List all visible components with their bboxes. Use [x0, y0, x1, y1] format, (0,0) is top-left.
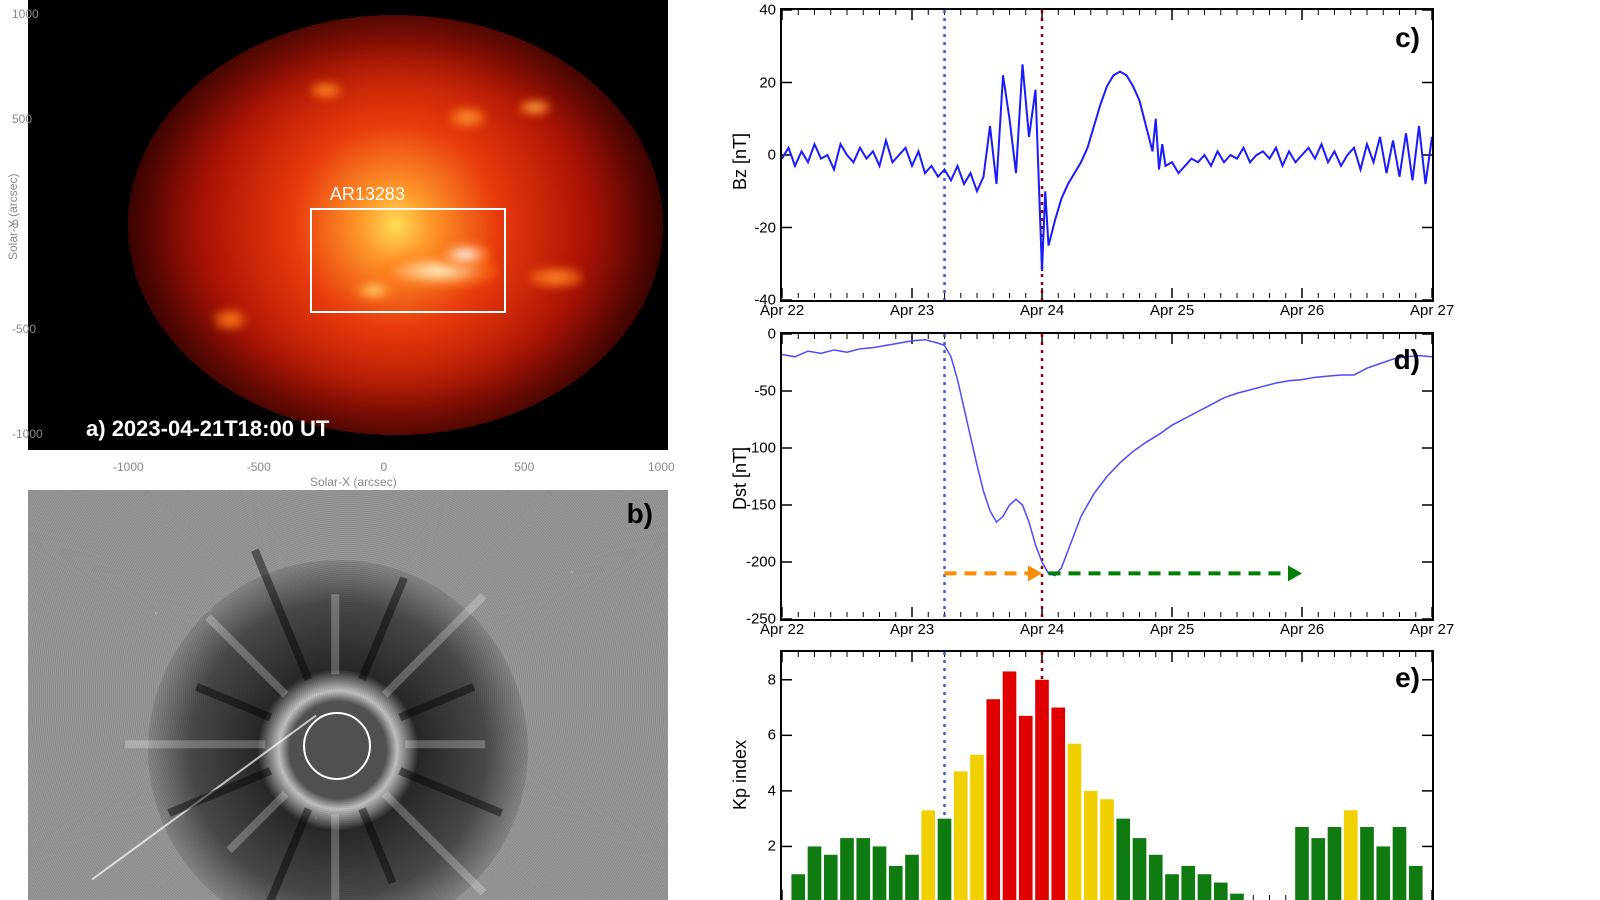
kp-bar: [791, 874, 805, 900]
panel-a-timestamp: 2023-04-21T18:00 UT: [112, 416, 330, 441]
sun-active-region: [449, 107, 486, 128]
panel-d-svg: [782, 334, 1432, 619]
kp-bar: [1328, 827, 1342, 900]
panel-a-xtick: 1000: [648, 460, 675, 474]
panel-a-ytick: -1000: [12, 427, 43, 441]
panel-a-ytick: 1000: [12, 7, 39, 21]
kp-bar: [840, 838, 854, 900]
kp-bar: [1068, 744, 1082, 900]
panel-a-xtick: -500: [247, 460, 271, 474]
kp-bar: [1393, 827, 1407, 900]
kp-bar: [954, 771, 968, 900]
xtick-label: Apr 26: [1280, 302, 1324, 319]
ytick-label: 8: [726, 671, 782, 688]
xtick-label: Apr 26: [1280, 621, 1324, 638]
ytick-label: -50: [726, 383, 782, 400]
panel-a-xtick: -1000: [113, 460, 144, 474]
kp-bar: [986, 699, 1000, 900]
kp-bar: [1035, 680, 1049, 900]
xtick-label: Apr 23: [890, 621, 934, 638]
kp-bar: [1100, 799, 1114, 900]
panel-c-bz-chart: c) Apr 22Apr 23Apr 24Apr 25Apr 26Apr 27-…: [780, 8, 1434, 302]
kp-bar: [1311, 838, 1325, 900]
panel-a-caption: a) 2023-04-21T18:00 UT: [86, 416, 329, 442]
active-region-label: AR13283: [330, 184, 405, 205]
kp-bar: [856, 838, 870, 900]
panel-a-solar-image: a) 2023-04-21T18:00 UT AR13283: [28, 0, 668, 450]
ytick-label: 40: [726, 2, 782, 19]
panel-b-coronagraph: b): [28, 490, 668, 900]
panel-c-svg: [782, 10, 1432, 300]
panel-a-ytick: -500: [12, 322, 36, 336]
kp-bar: [905, 855, 919, 900]
kp-bar: [1116, 819, 1130, 900]
ytick-label: 0: [726, 326, 782, 343]
sun-active-region: [519, 99, 551, 116]
kp-bar: [1051, 708, 1065, 900]
panel-a-letter: a): [86, 416, 106, 441]
kp-bar: [1360, 827, 1374, 900]
sun-active-region: [310, 82, 342, 99]
figure-root: a) 2023-04-21T18:00 UT AR13283 Solar-Y (…: [0, 0, 1600, 900]
kp-bar: [938, 819, 952, 900]
sun-active-region: [529, 267, 583, 288]
panel-e-ylabel: Kp index: [730, 740, 751, 810]
panel-a-xlabel: Solar-X (arcsec): [310, 475, 397, 489]
kp-bar: [1003, 671, 1017, 900]
panel-d-dst-chart: d) Apr 22Apr 23Apr 24Apr 25Apr 26Apr 27-…: [780, 332, 1434, 621]
ytick-label: 20: [726, 74, 782, 91]
panel-e-letter: e): [1395, 662, 1420, 694]
kp-bar: [1133, 838, 1147, 900]
kp-bar: [1376, 846, 1390, 900]
xtick-label: Apr 23: [890, 302, 934, 319]
kp-bar: [970, 755, 984, 900]
ytick-label: 2: [726, 838, 782, 855]
kp-bar: [1149, 855, 1163, 900]
panel-a-ytick: 500: [12, 112, 32, 126]
ytick-label: -20: [726, 219, 782, 236]
xtick-label: Apr 25: [1150, 621, 1194, 638]
kp-bar: [1409, 866, 1423, 900]
coronagraph-streak: [28, 490, 668, 900]
xtick-label: Apr 27: [1410, 302, 1454, 319]
kp-bar: [873, 846, 887, 900]
kp-bar: [1019, 716, 1033, 900]
kp-bar: [1165, 874, 1179, 900]
kp-bar: [1344, 810, 1358, 900]
ytick-label: -200: [726, 554, 782, 571]
ytick-label: -250: [726, 611, 782, 628]
panel-a-ytick: 0: [12, 217, 19, 231]
panel-d-ylabel: Dst [nT]: [730, 447, 751, 510]
panel-e-svg: [782, 652, 1432, 900]
kp-bar: [1230, 894, 1244, 900]
panel-c-ylabel: Bz [nT]: [730, 133, 751, 190]
xtick-label: Apr 25: [1150, 302, 1194, 319]
kp-bar: [1295, 827, 1309, 900]
kp-bar: [1181, 866, 1195, 900]
kp-bar: [824, 855, 838, 900]
kp-bar: [921, 810, 935, 900]
sun-active-region: [214, 309, 246, 330]
kp-bar: [889, 866, 903, 900]
active-region-box: [310, 208, 507, 313]
panel-a-xtick: 0: [381, 460, 388, 474]
panel-a-xtick: 500: [514, 460, 534, 474]
panel-e-kp-chart: e) 2468: [780, 650, 1434, 900]
xtick-label: Apr 24: [1020, 621, 1064, 638]
kp-bar: [1214, 883, 1228, 900]
kp-bar: [808, 846, 822, 900]
panel-d-letter: d): [1394, 344, 1420, 376]
kp-bar: [1084, 791, 1098, 900]
ytick-label: -40: [726, 292, 782, 309]
panel-b-letter: b): [627, 498, 653, 530]
panel-c-letter: c): [1395, 22, 1420, 54]
kp-bar: [1198, 874, 1212, 900]
xtick-label: Apr 24: [1020, 302, 1064, 319]
xtick-label: Apr 27: [1410, 621, 1454, 638]
